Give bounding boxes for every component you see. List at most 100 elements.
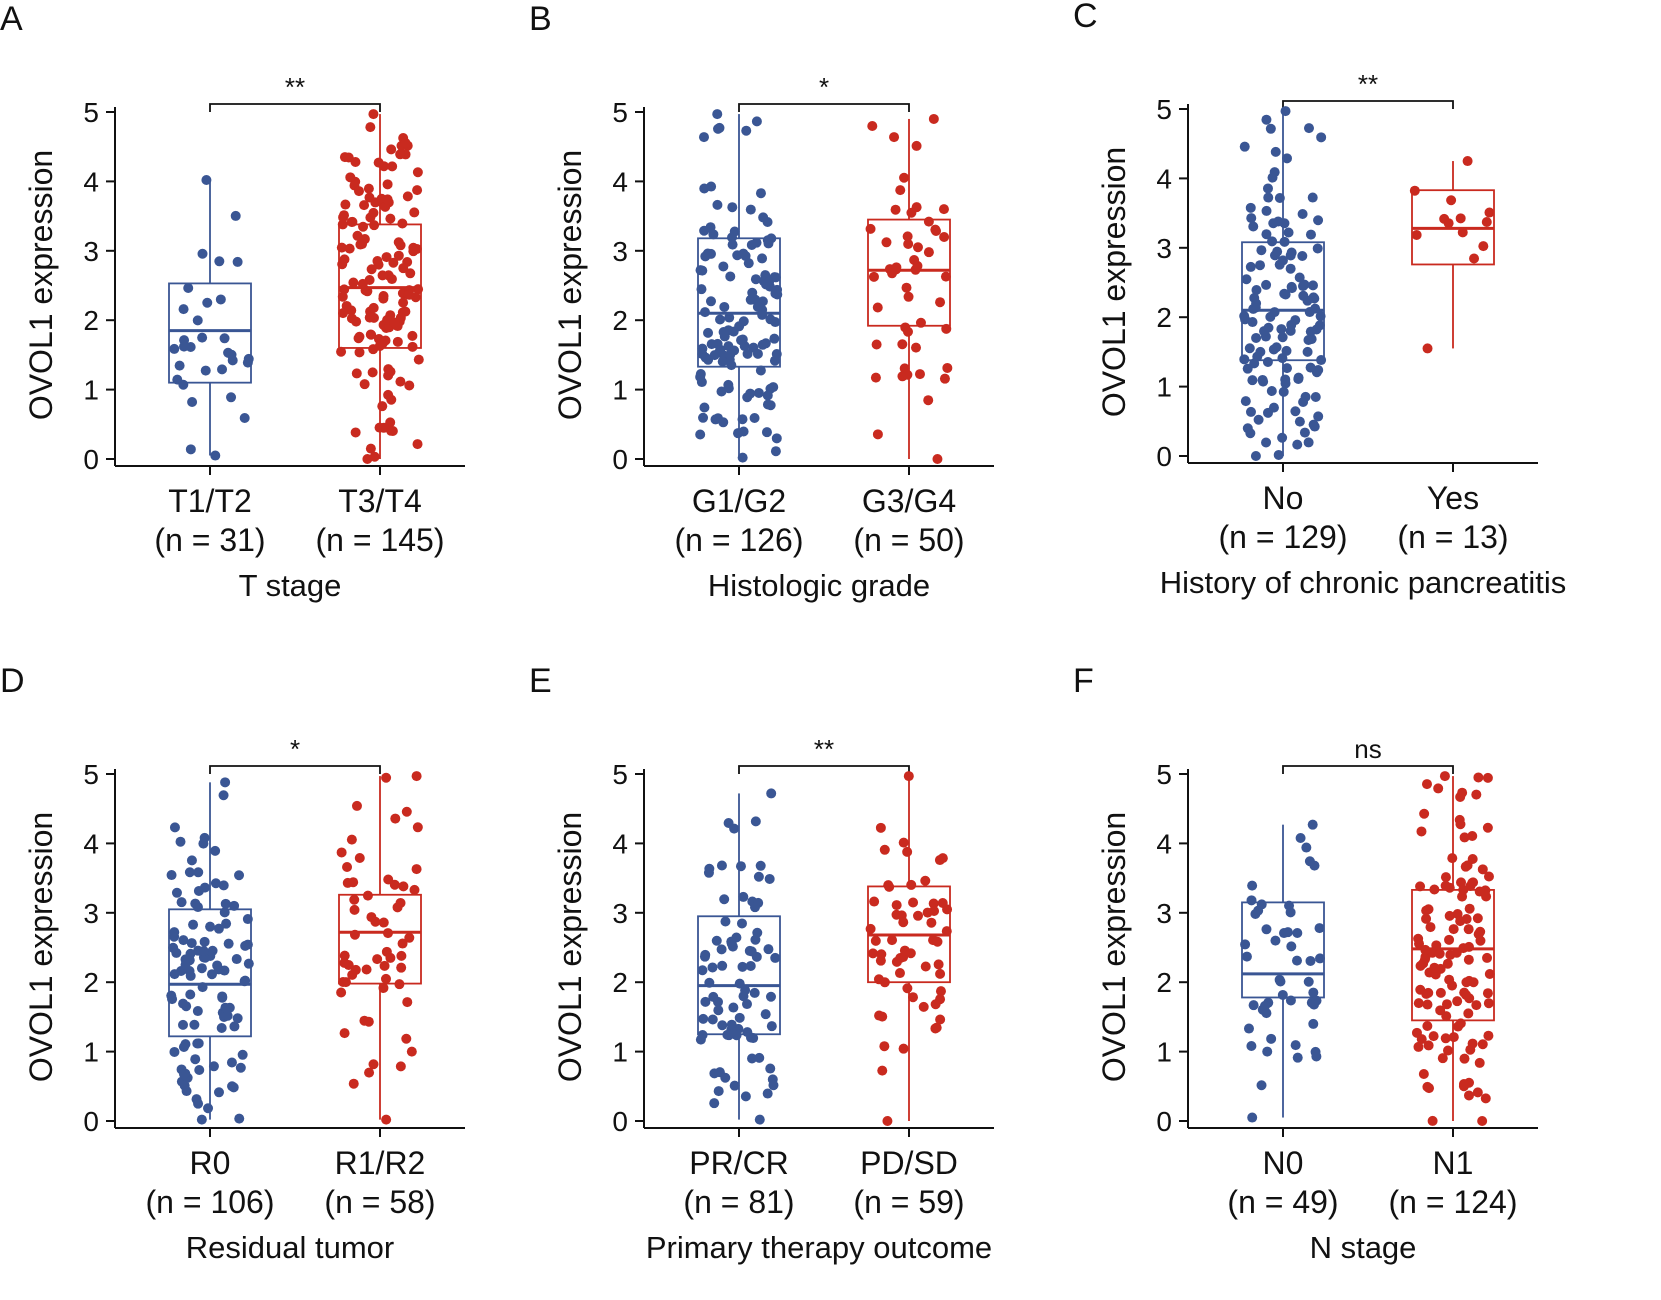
data-point <box>213 923 224 934</box>
data-point <box>1482 952 1493 963</box>
data-point <box>378 982 389 993</box>
data-point <box>939 231 950 242</box>
data-point <box>1261 229 1272 240</box>
data-point <box>713 1086 724 1097</box>
data-point <box>192 1006 203 1017</box>
data-point <box>348 277 359 288</box>
data-point <box>1245 261 1256 272</box>
data-point <box>243 958 254 969</box>
y-tick-label: 1 <box>612 1037 628 1068</box>
data-point <box>895 185 906 196</box>
data-point <box>1423 987 1434 998</box>
data-point <box>190 1054 201 1065</box>
data-point <box>383 370 394 381</box>
data-point <box>891 956 902 967</box>
data-point <box>353 186 364 197</box>
data-point <box>750 274 761 285</box>
data-point <box>1455 819 1466 830</box>
data-point <box>183 283 194 294</box>
data-point <box>700 949 711 960</box>
data-point <box>338 976 349 987</box>
data-point <box>219 333 230 344</box>
data-point <box>902 326 913 337</box>
data-point <box>179 1080 190 1091</box>
data-point <box>1440 872 1451 883</box>
sample-size-label: (n = 59) <box>853 1184 964 1220</box>
data-point <box>1297 208 1308 219</box>
sample-size-label: (n = 126) <box>675 522 804 558</box>
data-point <box>877 1065 888 1076</box>
data-point <box>923 395 934 406</box>
data-point <box>1250 451 1261 461</box>
data-point <box>1240 396 1251 407</box>
data-point <box>242 914 253 925</box>
data-point <box>1253 414 1264 425</box>
data-point <box>386 144 397 155</box>
data-point <box>339 1028 350 1039</box>
data-point <box>383 874 394 885</box>
data-point <box>1270 146 1281 157</box>
data-point <box>398 881 409 892</box>
data-point <box>1278 386 1289 397</box>
data-point <box>698 132 709 143</box>
data-point <box>713 996 724 1007</box>
data-point <box>1261 114 1272 125</box>
data-point <box>393 250 404 261</box>
data-point <box>706 181 717 192</box>
data-point <box>745 960 756 971</box>
data-point <box>1421 913 1432 924</box>
data-point <box>1409 185 1420 196</box>
data-point <box>396 962 407 973</box>
data-point <box>941 926 952 937</box>
data-point <box>1305 955 1316 966</box>
y-axis-label: OVOL1 expression <box>1096 812 1132 1082</box>
data-point <box>717 1020 728 1031</box>
data-point <box>382 179 393 190</box>
data-point <box>390 813 401 824</box>
y-axis-label: OVOL1 expression <box>23 150 59 420</box>
data-point <box>340 199 351 210</box>
data-point <box>198 946 209 957</box>
data-point <box>765 314 776 325</box>
data-point <box>1313 215 1324 226</box>
data-point <box>1262 1046 1273 1057</box>
data-point <box>169 1046 180 1057</box>
data-point <box>1439 771 1450 782</box>
data-point <box>758 212 769 223</box>
data-point <box>1297 251 1308 262</box>
data-point <box>377 401 388 412</box>
data-point <box>348 877 359 888</box>
y-tick-label: 4 <box>83 166 99 197</box>
data-point <box>709 1068 720 1079</box>
data-point <box>1313 411 1324 422</box>
data-point <box>717 356 728 367</box>
data-point <box>1247 1112 1258 1123</box>
data-point <box>696 284 707 295</box>
data-point <box>1416 826 1427 837</box>
data-point <box>1463 941 1474 952</box>
data-point <box>239 976 250 987</box>
data-point <box>755 860 766 871</box>
box-R1/R2 <box>336 771 423 1125</box>
data-point <box>389 317 400 328</box>
data-point <box>407 330 418 341</box>
data-point <box>1425 922 1436 933</box>
y-tick-label: 5 <box>83 759 99 790</box>
data-point <box>178 1019 189 1030</box>
data-point <box>338 212 349 223</box>
data-point <box>220 777 231 788</box>
data-point <box>1440 1033 1451 1044</box>
sample-size-label: (n = 50) <box>853 522 964 558</box>
data-point <box>1467 853 1478 864</box>
panel-A: A 0 1 2 3 4 5 OVOL1 expression T1/T2(n = 31) T3/T… <box>0 0 465 603</box>
data-point <box>709 1098 720 1109</box>
data-point <box>1457 787 1468 798</box>
data-point <box>381 973 392 984</box>
data-point <box>1477 864 1488 875</box>
data-point <box>1469 253 1480 264</box>
data-point <box>400 138 411 149</box>
panel-C: C 0 1 2 3 4 5 OVOL1 expression No(n = 129) Yes(n … <box>1073 0 1566 600</box>
y-axis-label: OVOL1 expression <box>1096 147 1132 417</box>
data-point <box>911 140 922 151</box>
